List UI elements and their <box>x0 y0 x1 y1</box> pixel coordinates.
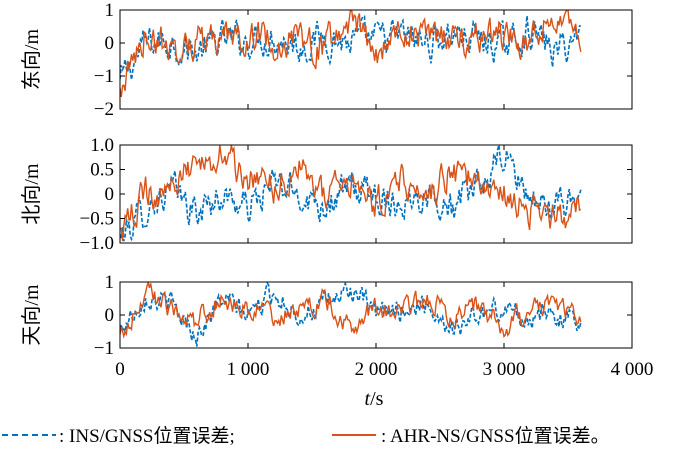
series-line-ins-gnss <box>120 15 582 80</box>
x-tick-label: 3 000 <box>483 359 526 380</box>
y-tick-label: 1.0 <box>90 135 114 156</box>
x-tick-label: 0 <box>115 359 125 380</box>
y-tick-label: −1.0 <box>80 233 114 254</box>
series-line-ins-gnss <box>120 145 582 242</box>
series-line-ahr-ns-gnss <box>120 145 582 242</box>
y-tick-label: 0 <box>105 305 115 326</box>
x-tick-label: 4 000 <box>611 359 654 380</box>
legend: : INS/GNSS位置误差; : AHR-NS/GNSS位置误差。 <box>2 425 610 447</box>
series-line-ins-gnss <box>120 282 582 347</box>
x-axis-label: t/s <box>365 388 384 410</box>
y-tick-label: −0.5 <box>80 209 114 230</box>
panel-2: −1.0 −0.5 0 0.5 1.0 北向/m <box>20 135 633 254</box>
legend-label-ahrns: : AHR-NS/GNSS位置误差。 <box>381 425 610 447</box>
y-tick-label: 0 <box>105 33 115 54</box>
panel-1: −2 −1 0 1 东向/m <box>20 0 633 120</box>
series-line-ahr-ns-gnss <box>120 10 582 98</box>
y-tick-label: −2 <box>94 99 114 120</box>
y-tick-label: −1 <box>94 338 114 359</box>
y-tick-label: 0.5 <box>90 160 114 181</box>
axes-frame <box>119 144 633 244</box>
y-tick-label: 0 <box>105 184 115 205</box>
y-axis-label: 北向/m <box>20 163 43 225</box>
x-tick-label: 1 000 <box>227 359 270 380</box>
y-tick-label: 1 <box>105 0 115 21</box>
y-axis-label: 天向/m <box>20 284 43 346</box>
y-axis-label: 东向/m <box>20 29 43 91</box>
y-tick-label: −1 <box>94 66 114 87</box>
series-line-ahr-ns-gnss <box>120 282 582 339</box>
legend-label-ins: : INS/GNSS位置误差; <box>59 425 235 447</box>
y-tick-label: 1 <box>105 272 115 293</box>
x-tick-label: 2 000 <box>355 359 398 380</box>
